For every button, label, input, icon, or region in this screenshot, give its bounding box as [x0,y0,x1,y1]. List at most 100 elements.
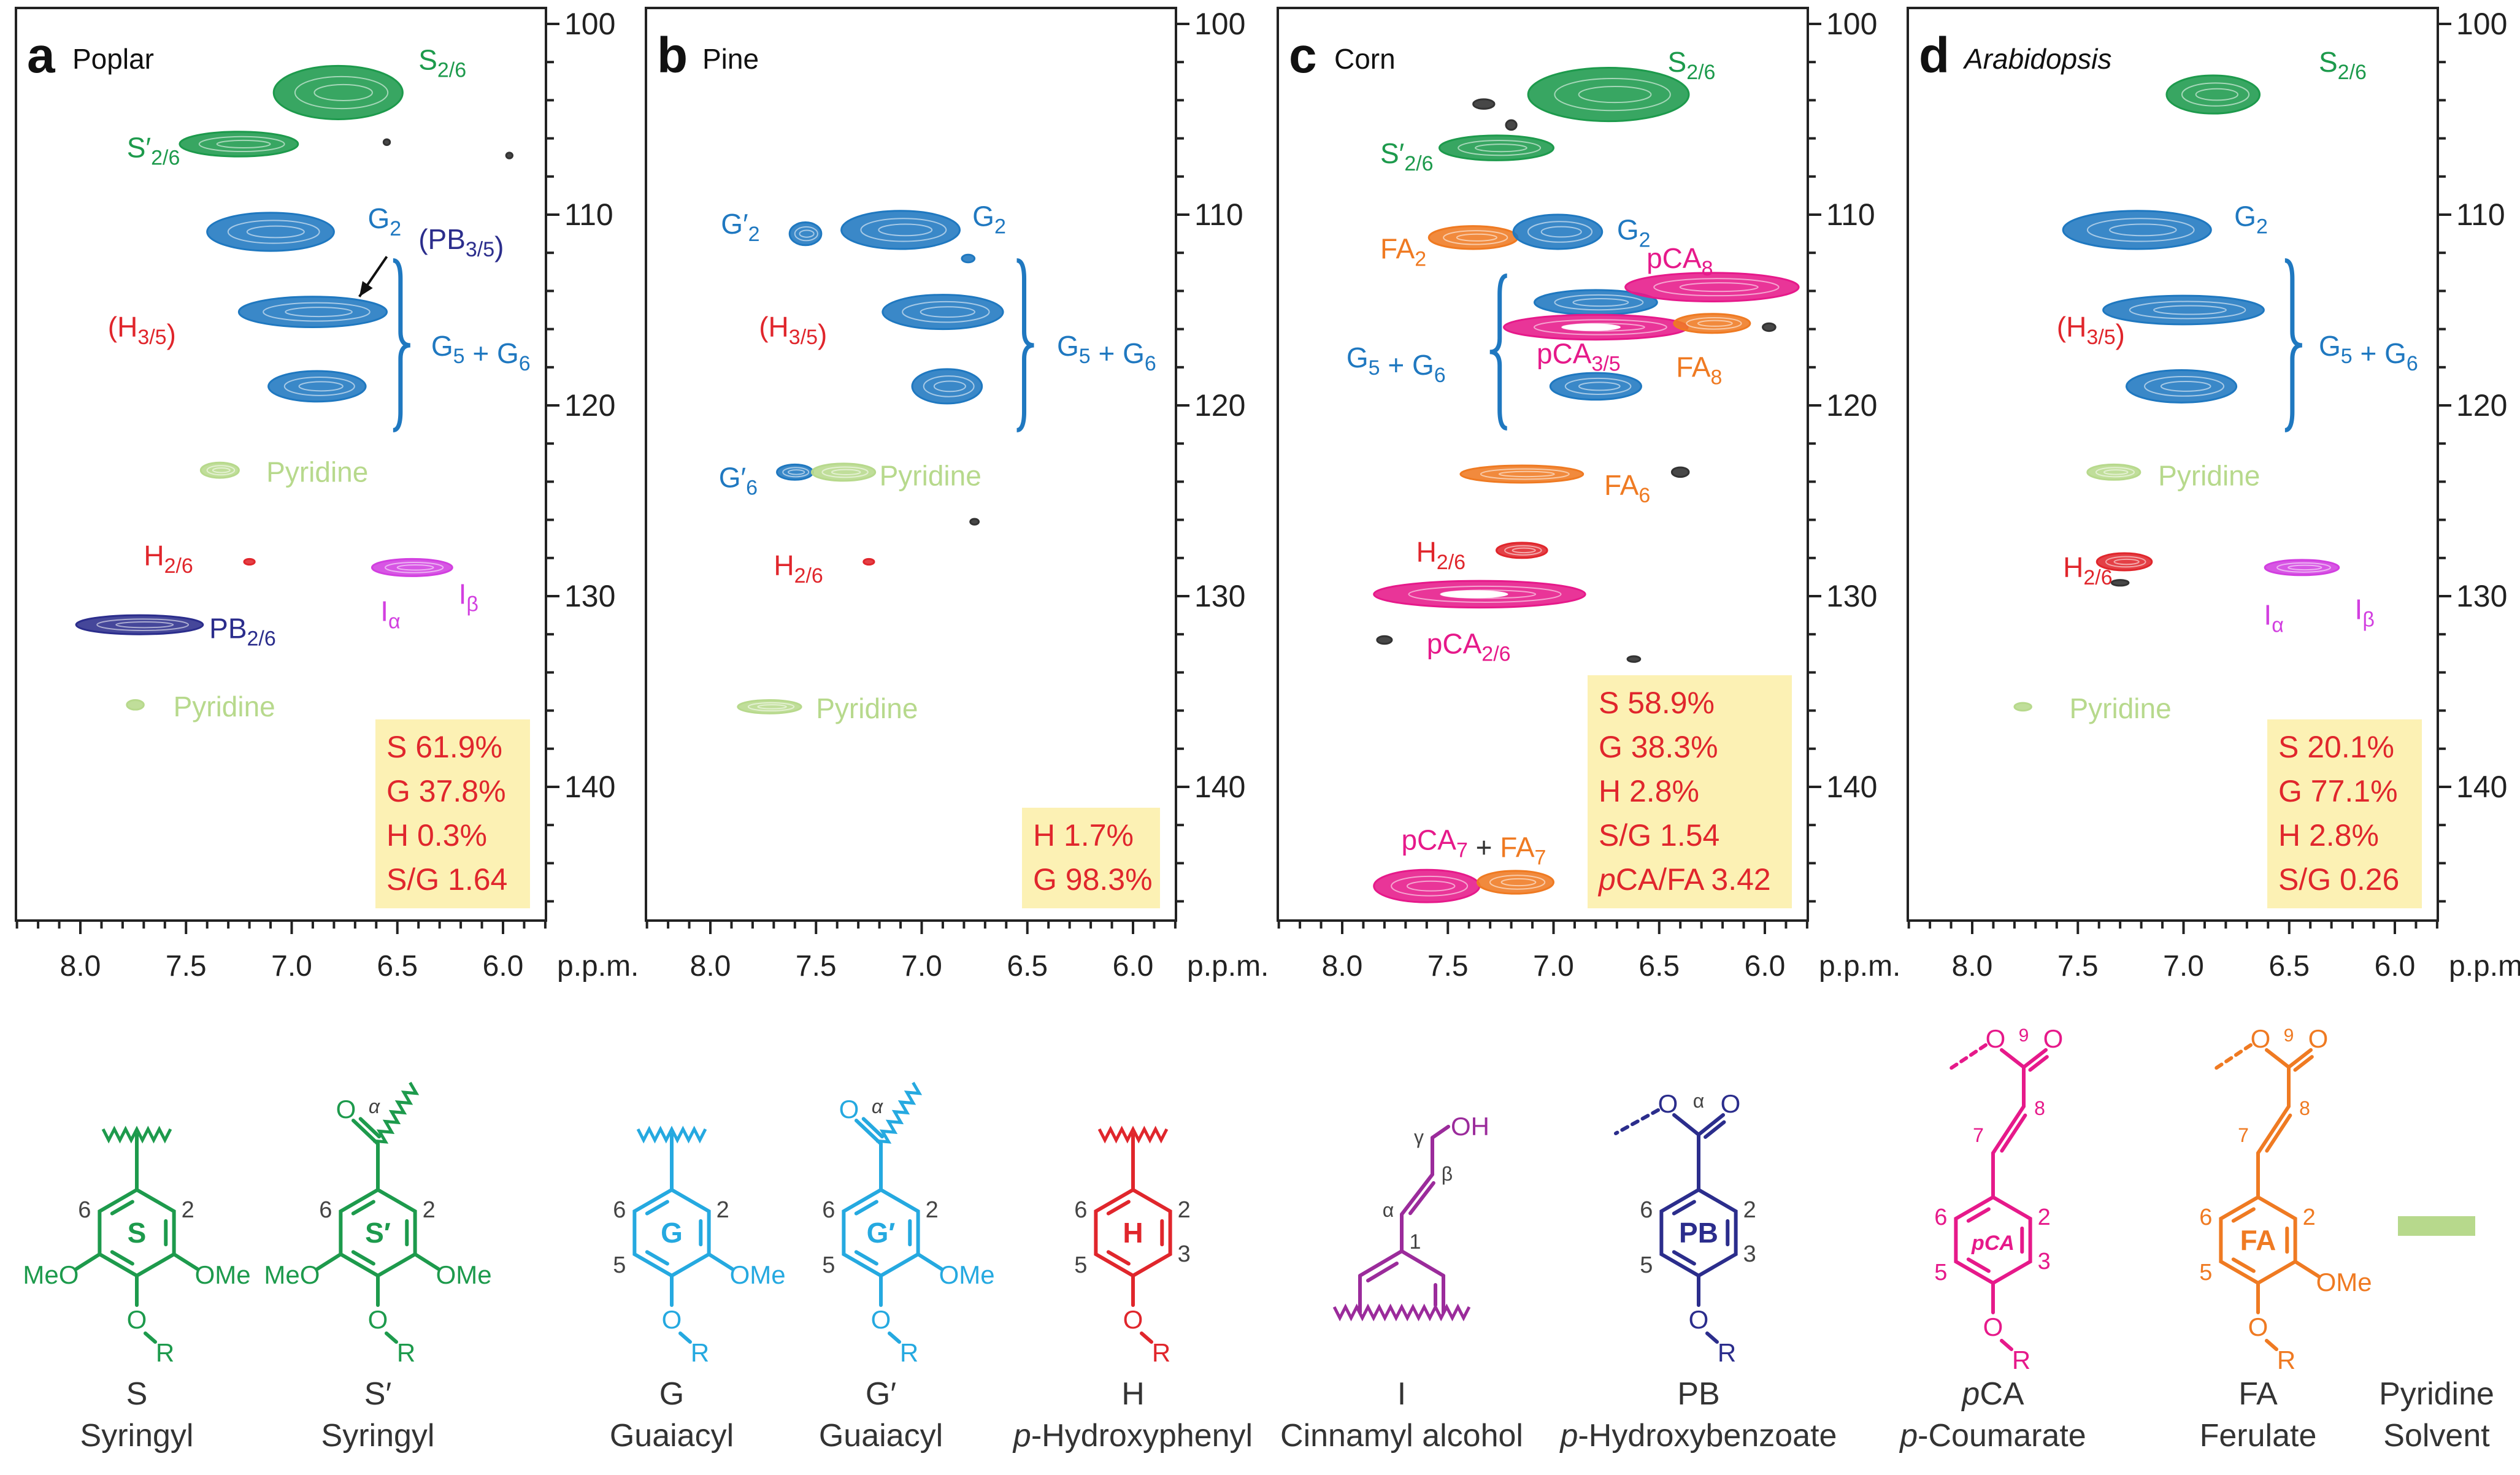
atom-label: R [900,1338,918,1367]
atom-label: O [1658,1089,1678,1118]
contour-line [1686,316,1742,330]
atom-label: R [397,1338,415,1367]
x-tick-label: 8.0 [690,950,731,983]
contour-line [2109,223,2177,237]
bond [2022,1048,2048,1069]
text-body: I [1397,1376,1406,1412]
peak-label-main: + G [1091,337,1145,369]
contour-line [1533,319,1667,335]
bond [2028,1055,2049,1072]
contour-peak-G [237,296,388,328]
peak-label-subscript: 5 [1369,356,1380,380]
ring-label: PB [1679,1217,1718,1249]
text-body: Guaiacyl [819,1418,943,1454]
contour-peak-PB [75,614,204,635]
contour-peak-pCA [1373,580,1586,609]
contour-peak-I [2264,559,2340,577]
atom-label: R [1152,1338,1170,1367]
peak-label: (H3/5) [2057,311,2125,350]
panel-a: S2/6S′2/6G2 (PB3/5)(H3/5) G5 + G6PyridineH… [15,7,639,983]
atom-label: MeO [23,1260,79,1289]
pyridine-solvent-swatch [2398,1216,2475,1236]
y-tick-label: 100 [564,7,615,41]
text-body: H 2.8% [1599,774,1699,808]
x-axis-label: p.p.m. [1187,950,1269,983]
atom-label: 5 [1074,1252,1087,1278]
bond [385,1331,398,1344]
contour-outer [2102,294,2265,326]
ring-label: G [661,1217,683,1249]
contour-peak-S [2165,74,2261,115]
contour-peak-pCA [1503,313,1689,341]
panel-letter: b [657,28,688,83]
text-body: S 20.1% [2278,730,2394,764]
contour-peak-S [179,131,299,158]
peak-label: (PB3/5) [418,223,504,262]
text-body: H 1.7% [1033,818,1134,852]
structure-abbreviation: FA [2238,1376,2278,1412]
peak-label-subscript: 8 [1702,257,1713,280]
peak-label-main: ) [167,318,176,350]
contour-peak-G [776,463,814,481]
peak-label-main: G [431,330,453,362]
text-body: CA/FA 3.42 [1616,862,1771,897]
x-tick-label: 6.0 [2375,950,2416,983]
dashed-bond [2210,1043,2253,1073]
contour-line [2103,469,2129,475]
bond [854,1250,878,1266]
contour-outer [1549,372,1642,401]
peak-label-main: + G [1380,349,1434,381]
contour-hole [1561,323,1621,331]
atom-label: 6 [822,1197,835,1223]
peak-label: pCA3/5 [1537,338,1621,376]
ring-label: S′ [365,1217,391,1249]
peak-label-main: Pyridine [880,460,981,492]
atom-label: 5 [1934,1260,1947,1285]
x-tick-label: 6.0 [1113,950,1154,983]
peak-label-main: pCA [1401,824,1456,856]
atom-label: R [691,1338,709,1367]
composition-line: G 98.3% [1033,862,1153,897]
contour-outer [2165,74,2261,115]
x-tick-label: 6.5 [2268,950,2310,983]
text-body: S/G 0.26 [2278,862,2399,897]
peak-label-subscript: 5 [453,345,465,368]
contour-line [1561,323,1645,332]
contour-outer [1376,635,1393,645]
contour-line [198,136,285,153]
structure-abbreviation: I [1397,1376,1406,1412]
contour-outer [2264,559,2340,577]
peak-label-subscript: 2/6 [1437,551,1466,574]
atom-label: O [1986,1024,2006,1053]
atom-label: O [1721,1089,1741,1118]
bond [144,1331,157,1344]
text-body: S/G 1.64 [386,862,507,897]
contour-outer [911,368,983,405]
peak-label: H2/6 [144,540,193,578]
peak-label-main: G′ [721,208,748,240]
peak-label-subscript: β [466,592,478,616]
peak-label-main: + [1468,832,1500,864]
composition-line: G 38.3% [1599,730,1718,764]
wavy-bond-icon [1332,1303,1471,1322]
wavy-bond-icon [373,1081,420,1144]
peak-label-subscript: 3/5 [2086,326,2115,349]
contour-line [1475,144,1527,153]
italic-prefix: p [1899,1418,1918,1454]
atom-label: O [871,1305,891,1334]
atom-label: 2 [182,1197,194,1223]
peak-label: FA8 [1676,351,1722,389]
contour-line [1527,221,1593,243]
atom-label: 6 [2199,1205,2212,1230]
contour-line [206,465,236,476]
contour-line [2153,305,2227,315]
contour-line [1554,294,1644,311]
bond [1140,1331,1153,1344]
peak-label-main: ) [494,231,504,262]
atom-label: MeO [264,1260,320,1289]
contour-outer [2125,369,2238,404]
contour-outer [1512,213,1604,250]
italic-prefix: p [1012,1418,1031,1454]
contour-line [1480,468,1570,480]
